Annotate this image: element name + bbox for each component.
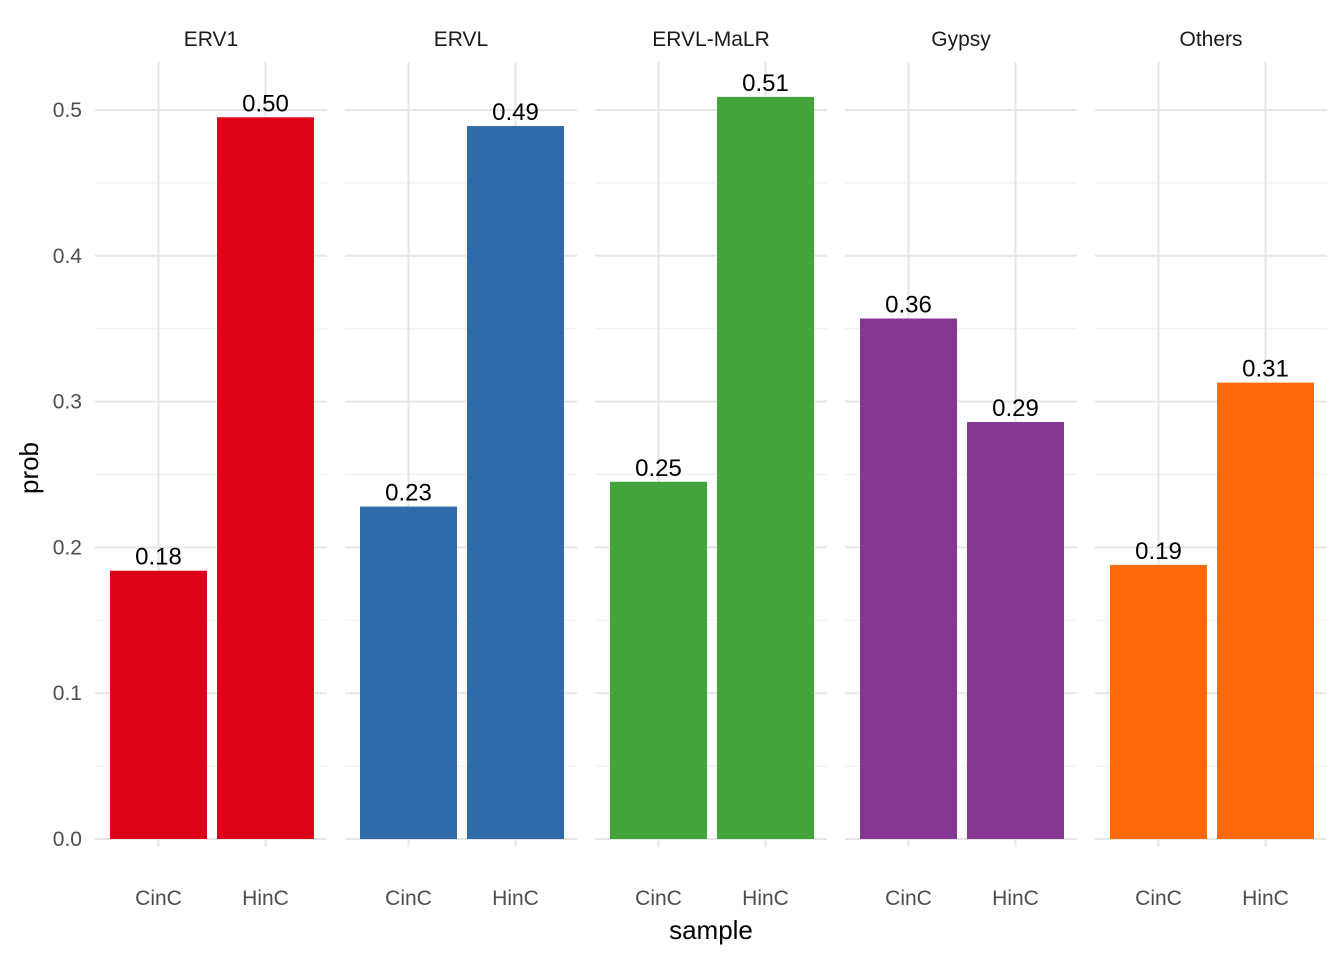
facet-label: Gypsy	[931, 28, 991, 51]
bars-layer	[110, 96, 1314, 840]
bar	[217, 117, 314, 840]
labels-layer: 0.18 0.50 0.23 0.49 0.25 0.51 0.36 0.29 0.19 0.31	[135, 70, 1289, 571]
axis-layer: 0.0 0.1 0.2 0.3 0.4 0.5 ERV1 CinC HinC ERVL CinC Hi…	[53, 28, 1289, 910]
x-tick-label: CinC	[135, 887, 182, 910]
bar	[110, 570, 207, 839]
x-tick-label: CinC	[885, 887, 932, 910]
bar	[467, 126, 564, 839]
y-tick-label: 0.4	[53, 245, 83, 268]
y-tick-label: 0.0	[53, 828, 82, 851]
y-tick-label: 0.1	[53, 682, 82, 705]
data-label: 0.19	[1135, 538, 1182, 565]
y-tick-label: 0.3	[53, 391, 82, 414]
data-label: 0.29	[992, 395, 1039, 422]
data-label: 0.23	[385, 480, 432, 507]
data-label: 0.18	[135, 544, 182, 571]
x-tick-label: HinC	[242, 887, 289, 910]
facet-label: ERVL-MaLR	[652, 28, 770, 51]
bar	[860, 318, 957, 839]
x-tick-label: CinC	[385, 887, 432, 910]
x-tick-label: CinC	[1135, 887, 1182, 910]
x-tick-label: CinC	[635, 887, 682, 910]
data-label: 0.25	[635, 455, 682, 482]
data-label: 0.51	[742, 70, 789, 97]
x-tick-label: HinC	[992, 887, 1039, 910]
facet-label: ERV1	[184, 28, 238, 51]
facet-label: Others	[1179, 28, 1242, 51]
bar	[360, 506, 457, 839]
data-label: 0.50	[242, 90, 289, 117]
x-tick-label: HinC	[1242, 887, 1289, 910]
y-axis-title: prob	[14, 442, 44, 494]
x-axis-title: sample	[669, 915, 753, 945]
x-tick-label: HinC	[492, 887, 539, 910]
data-label: 0.31	[1242, 356, 1289, 383]
bar	[967, 422, 1064, 839]
bar	[1217, 382, 1314, 839]
bar	[1110, 564, 1207, 839]
bar	[717, 96, 814, 840]
y-tick-label: 0.5	[53, 99, 82, 122]
x-tick-label: HinC	[742, 887, 789, 910]
data-label: 0.36	[885, 291, 932, 318]
y-tick-label: 0.2	[53, 536, 82, 559]
bar	[610, 481, 707, 839]
data-label: 0.49	[492, 99, 539, 126]
facet-label: ERVL	[434, 28, 488, 51]
